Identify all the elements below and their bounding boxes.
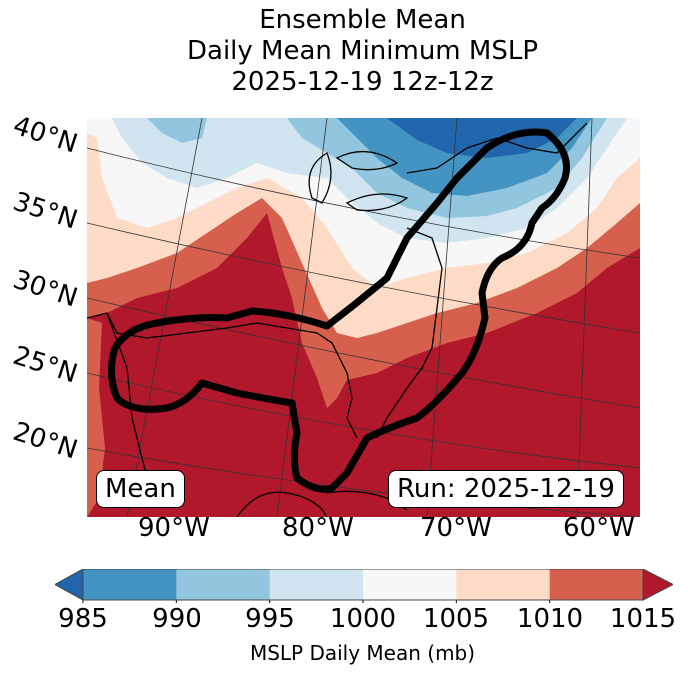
title-line-1: Ensemble Mean xyxy=(259,5,466,35)
colorbar xyxy=(55,569,673,603)
colorbar-segment-1010 xyxy=(549,569,644,600)
lat-label-25n: 25°N xyxy=(9,340,81,390)
lon-label-70w: 70°W xyxy=(420,513,492,543)
colorbar-segment-990 xyxy=(176,569,271,600)
lat-label-20n: 20°N xyxy=(9,416,81,466)
colorbar-extend-high xyxy=(642,569,673,601)
colorbar-tick-1010: 1010 xyxy=(516,604,584,634)
lon-label-80w: 80°W xyxy=(282,513,354,543)
outline-contour xyxy=(108,128,570,493)
colorbar-tick-995: 995 xyxy=(245,604,295,634)
map-panel: Mean Run: 2025-12-19 xyxy=(87,118,640,517)
coastlines xyxy=(87,122,588,517)
title-line-3: 2025-12-19 12z-12z xyxy=(231,67,494,97)
lon-label-90w: 90°W xyxy=(138,513,210,543)
colorbar-extend-low xyxy=(55,569,84,601)
region-1010-1015-left xyxy=(87,318,105,517)
colorbar-tick-1005: 1005 xyxy=(422,604,490,634)
colorbar-tick-990: 990 xyxy=(152,604,202,634)
lat-label-40n: 40°N xyxy=(9,110,81,160)
lat-label-35n: 35°N xyxy=(9,186,81,236)
mean-label: Mean xyxy=(96,470,185,508)
colorbar-frame xyxy=(82,569,644,601)
colorbar-segment-995 xyxy=(269,569,364,600)
lat-label-30n: 30°N xyxy=(9,264,81,314)
colorbar-segment-1000 xyxy=(363,569,457,600)
colorbar-tick-1000: 1000 xyxy=(329,604,397,634)
colorbar-tick-1015: 1015 xyxy=(609,604,677,634)
run-label: Run: 2025-12-19 xyxy=(388,470,624,508)
colorbar-segment-985 xyxy=(83,569,177,600)
lon-label-60w: 60°W xyxy=(563,513,635,543)
title-line-2: Daily Mean Minimum MSLP xyxy=(186,36,538,66)
map-svg xyxy=(87,118,640,517)
colorbar-tick-985: 985 xyxy=(58,604,108,634)
colorbar-label: MSLP Daily Mean (mb) xyxy=(249,641,476,665)
colorbar-segment-1005 xyxy=(456,569,551,600)
